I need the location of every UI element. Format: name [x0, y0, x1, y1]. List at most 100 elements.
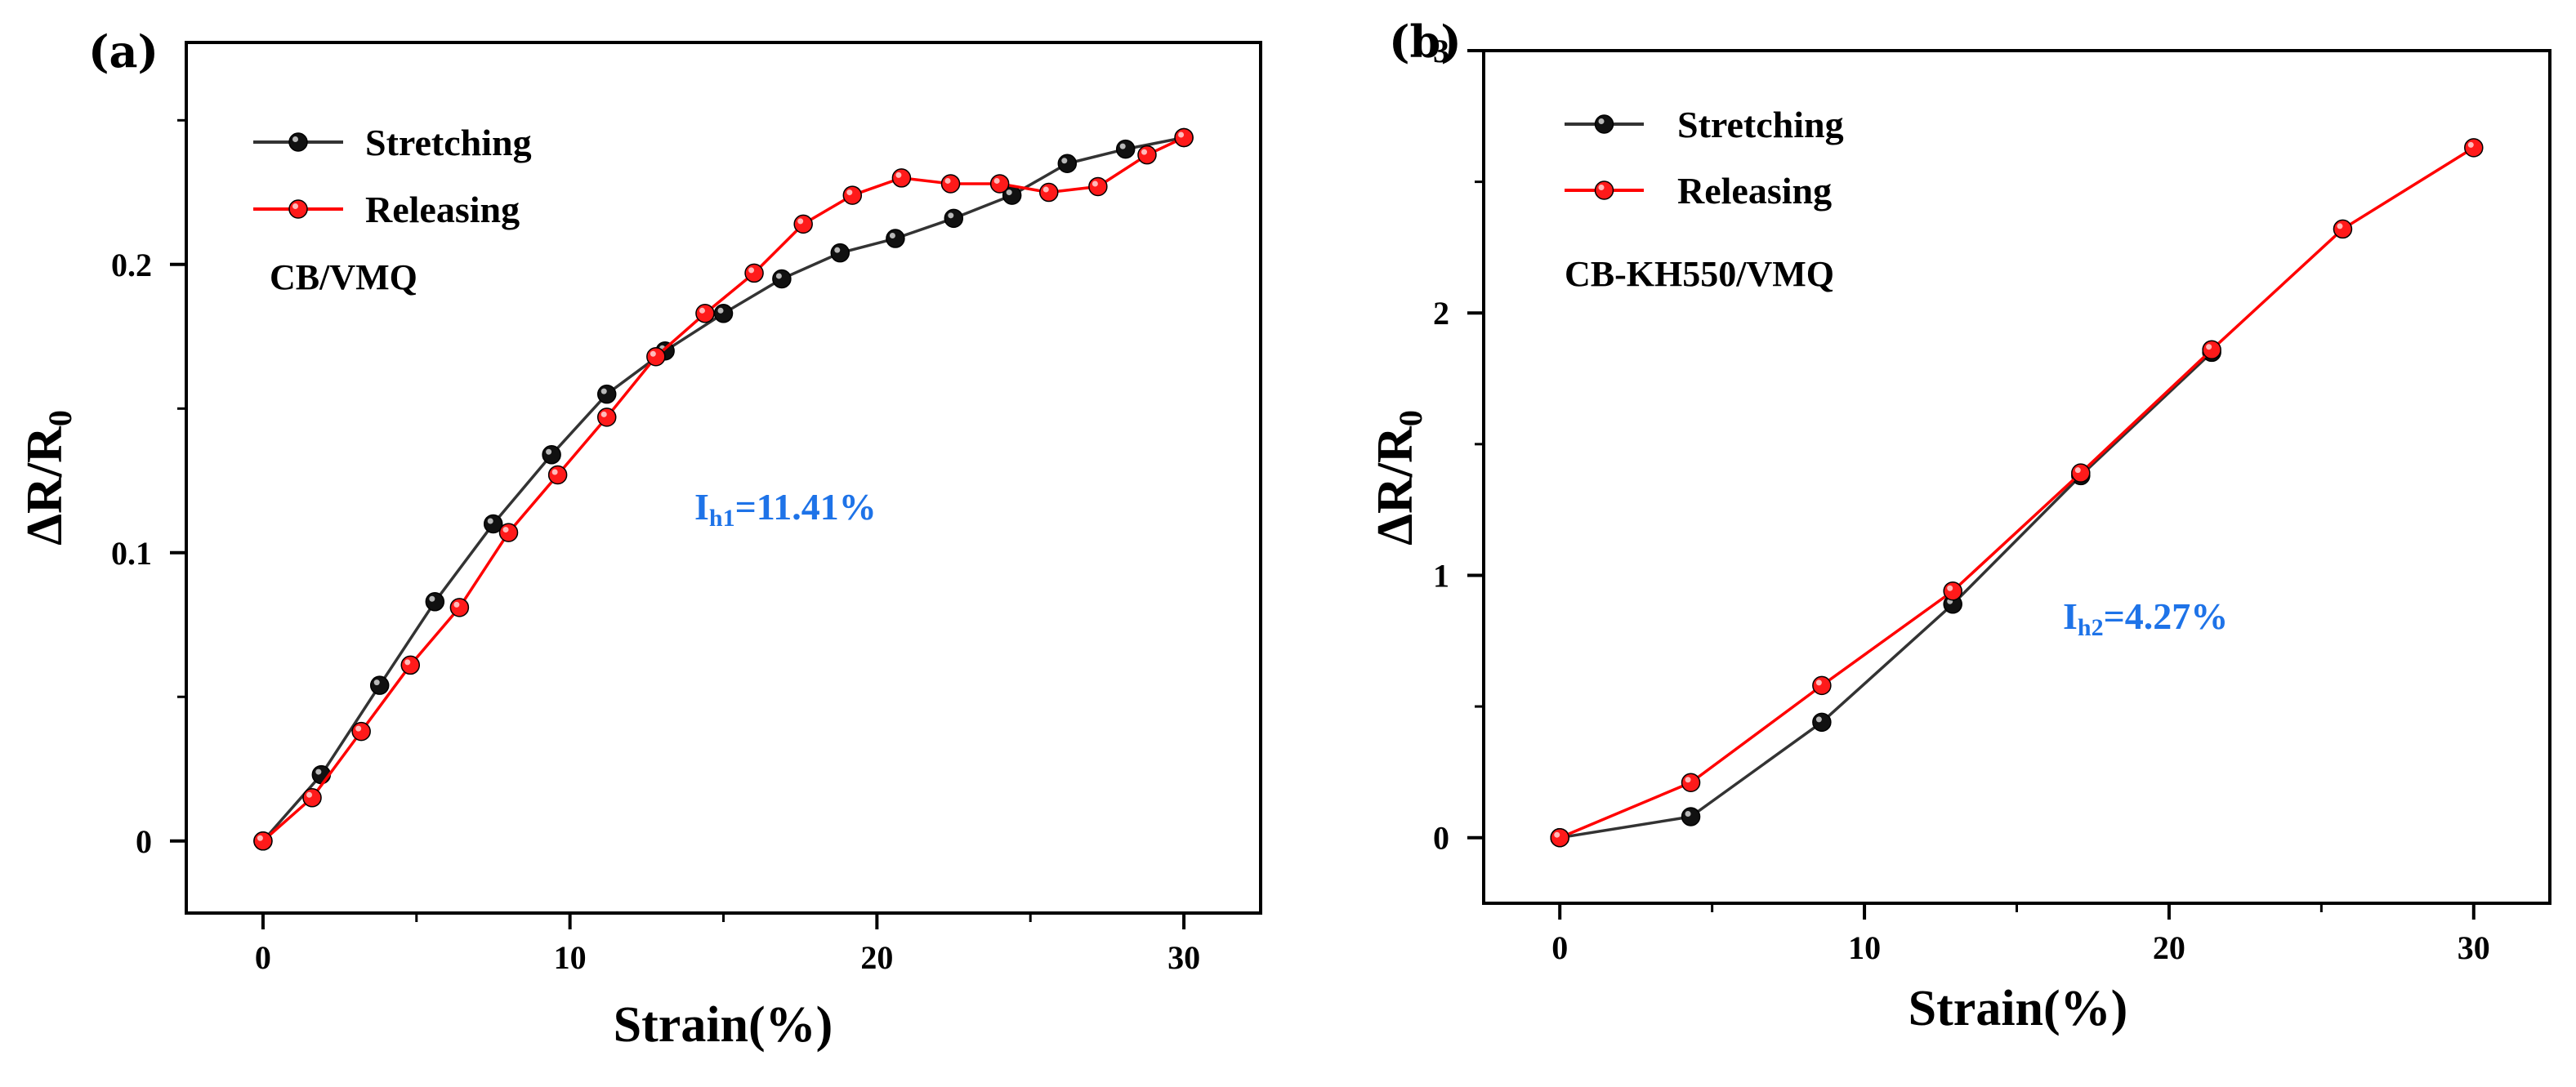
series-line-stretching	[1559, 351, 2213, 840]
x-axis-title: Strain(%)	[614, 997, 833, 1053]
data-point	[891, 168, 912, 188]
data-point-highlight	[257, 835, 263, 841]
panel-label: (b)	[1389, 16, 1462, 68]
data-point	[351, 721, 371, 742]
data-point	[1137, 145, 1157, 165]
data-point-highlight	[846, 189, 853, 196]
x-axis-title: Strain(%)	[1909, 981, 2128, 1036]
y-tick-label: 0	[136, 823, 152, 860]
data-point-highlight	[748, 267, 755, 274]
data-point-highlight	[1815, 716, 1822, 723]
x-tick-label: 20	[860, 939, 893, 976]
data-point-highlight	[944, 177, 951, 184]
data-point	[713, 304, 734, 323]
data-point-highlight	[699, 307, 705, 314]
data-point	[940, 174, 961, 194]
series-line-releasing	[1559, 146, 2475, 840]
x-tick-label: 20	[2153, 929, 2185, 966]
data-point-highlight	[487, 518, 493, 524]
legend-label-releasing: Releasing	[365, 189, 520, 230]
data-point-highlight	[1178, 131, 1185, 138]
data-point	[2202, 340, 2221, 359]
chart-panel-a: 0 10 20 30 0 0.1 0.2 Strain(%) ΔR/R0 Stretching Re…	[17, 41, 1262, 1053]
data-point	[695, 304, 715, 323]
data-point-highlight	[1042, 186, 1049, 193]
x-tick-label: 30	[2458, 929, 2490, 966]
legend-marker-releasing	[1594, 180, 1614, 200]
data-point-highlight	[1141, 149, 1147, 155]
data-point-highlight	[1685, 777, 1691, 783]
data-point-highlight	[797, 218, 804, 225]
data-point	[369, 675, 390, 695]
data-point	[253, 831, 273, 851]
y-tick-label: 0	[1433, 820, 1449, 857]
material-annotation: CB/VMQ	[270, 257, 417, 297]
data-point	[1088, 176, 1108, 197]
data-point-highlight	[600, 411, 607, 417]
data-point	[1115, 139, 1136, 159]
data-point-highlight	[306, 791, 313, 798]
data-point-highlight	[1554, 831, 1560, 838]
y-axis-title: ΔR/R0	[17, 410, 78, 546]
plot-frame	[1482, 49, 2551, 905]
legend-label-stretching: Stretching	[365, 122, 532, 163]
data-point-highlight	[355, 725, 362, 732]
data-point	[646, 346, 666, 367]
data-point-highlight	[895, 172, 902, 178]
data-point-highlight	[1685, 810, 1691, 817]
legend-marker-highlight	[292, 203, 298, 209]
data-point	[842, 185, 863, 205]
data-point-highlight	[315, 768, 322, 775]
data-point-highlight	[2074, 467, 2081, 474]
data-point	[1812, 675, 1832, 696]
data-point	[944, 208, 964, 229]
hysteresis-annotation: Ih1=11.41%	[694, 486, 877, 532]
data-point	[830, 243, 850, 263]
x-tick-label: 10	[1848, 929, 1881, 966]
data-point	[1681, 773, 1701, 792]
data-point-highlight	[993, 177, 1000, 184]
data-point-highlight	[650, 350, 656, 357]
x-tick-label: 0	[255, 939, 271, 976]
y-tick-label: 3	[1433, 33, 1449, 69]
series-line-stretching	[261, 136, 1185, 842]
data-point	[596, 408, 617, 427]
data-point	[1943, 581, 1962, 601]
legend-label-releasing: Releasing	[1677, 170, 1832, 212]
data-point	[302, 788, 322, 808]
y-tick-label: 2	[1433, 295, 1449, 332]
data-point	[542, 445, 561, 465]
data-point-highlight	[948, 212, 954, 219]
y-tick-label: 0.2	[111, 247, 152, 283]
data-point	[772, 269, 792, 289]
data-point-highlight	[404, 659, 411, 666]
data-point	[596, 384, 617, 404]
data-point	[1550, 827, 1569, 848]
series-releasing	[253, 127, 1194, 851]
data-point-highlight	[373, 679, 380, 686]
data-point	[1681, 807, 1701, 826]
data-point-highlight	[889, 233, 895, 239]
data-point	[886, 229, 905, 248]
y-tick-label: 1	[1433, 557, 1449, 594]
data-point-highlight	[834, 247, 841, 253]
data-point-highlight	[453, 601, 460, 608]
data-point	[2071, 463, 2091, 483]
plot-frame	[185, 41, 1262, 915]
data-point	[1039, 182, 1059, 203]
data-point-highlight	[429, 595, 435, 602]
data-point-highlight	[502, 527, 509, 533]
data-point-highlight	[2206, 344, 2212, 350]
hysteresis-annotation: Ih2=4.27%	[2063, 595, 2228, 641]
x-tick-label: 30	[1167, 939, 1200, 976]
data-point-highlight	[1119, 143, 1126, 149]
data-point-highlight	[600, 388, 607, 394]
data-point-highlight	[717, 307, 724, 314]
y-tick-label: 0.1	[111, 535, 152, 572]
data-point	[1174, 127, 1194, 148]
legend-marker-stretching	[1594, 114, 1614, 134]
x-tick-label: 10	[554, 939, 587, 976]
data-point	[425, 592, 445, 612]
legend-marker-highlight	[292, 136, 298, 142]
chart-panel-b: 0 10 20 30 0 1 2 3 Strain(%) ΔR/R0 Stretching Relea…	[1368, 33, 2551, 1036]
